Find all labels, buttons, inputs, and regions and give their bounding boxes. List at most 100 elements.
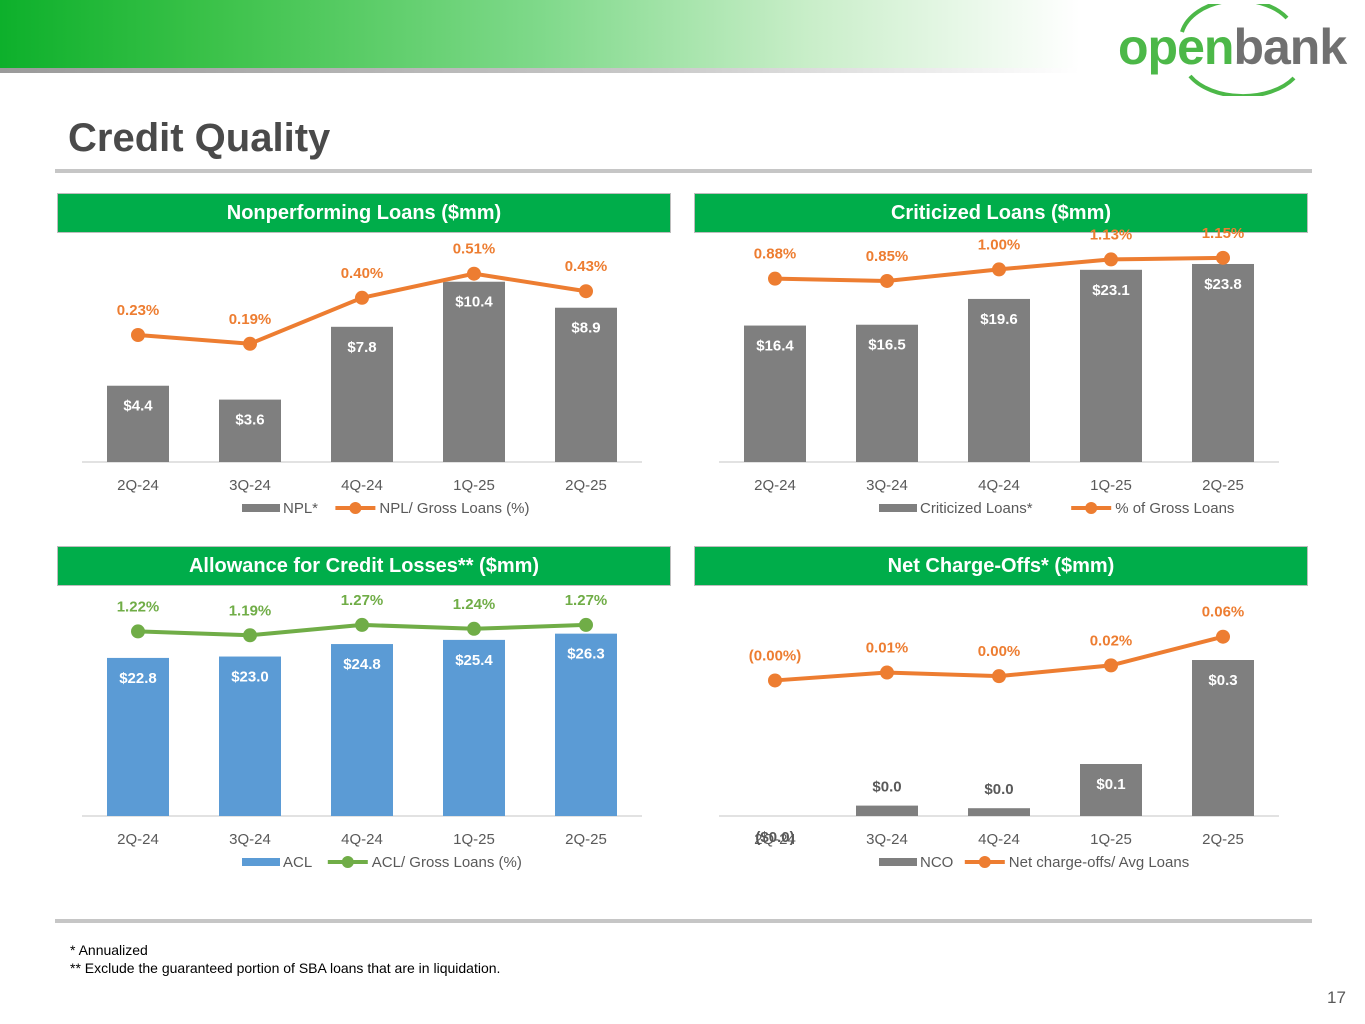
footnote-sba: ** Exclude the guaranteed portion of SBA… [70, 960, 501, 976]
bar-1Q-25 [1080, 269, 1142, 462]
bar-2Q-25 [1192, 263, 1254, 462]
nco-chart-header: Net Charge-Offs* ($mm) [694, 546, 1308, 586]
ratio-value-label: 1.13% [1090, 226, 1133, 243]
ratio-point-4Q-24 [992, 669, 1006, 684]
ratio-point-1Q-25 [1104, 658, 1118, 673]
ratio-value-label: (0.00%) [749, 647, 802, 664]
category-label: 2Q-24 [754, 477, 796, 494]
bar-2Q-25 [1192, 660, 1254, 816]
ratio-point-3Q-24 [243, 628, 257, 643]
ratio-point-2Q-25 [579, 284, 593, 299]
ratio-point-1Q-25 [467, 621, 481, 636]
legend-line-label: Net charge-offs/ Avg Loans [1009, 854, 1189, 871]
ratio-point-2Q-25 [1216, 250, 1230, 265]
bar-4Q-24 [331, 644, 393, 816]
legend-line-marker [341, 856, 354, 868]
category-label: 2Q-25 [565, 477, 607, 494]
category-label: 3Q-24 [866, 477, 908, 494]
bar-value-label: $23.8 [1204, 276, 1242, 293]
legend-bar-swatch [242, 858, 280, 866]
logo-bank-text: bank [1233, 19, 1347, 75]
criticized-chart-header: Criticized Loans ($mm) [694, 193, 1308, 233]
category-label: 1Q-25 [1090, 831, 1132, 848]
ratio-point-2Q-24 [131, 624, 145, 639]
category-label: 1Q-25 [453, 831, 495, 848]
header-gradient-band [0, 0, 1080, 68]
ratio-value-label: 0.00% [978, 643, 1021, 660]
legend-bar-swatch [242, 504, 280, 512]
ratio-value-label: 1.22% [117, 598, 160, 615]
ratio-value-label: 0.40% [341, 265, 384, 282]
bar-3Q-24 [856, 805, 918, 816]
ratio-value-label: 0.88% [754, 246, 797, 263]
criticized-chart: $16.4 $16.5 $19.6 $23.1 $23.8 0.88% 0.85% 1.00%… [719, 225, 1279, 517]
footer-divider [55, 919, 1312, 923]
ratio-value-label: 1.24% [453, 596, 496, 613]
bar-value-label: ($0.0) [755, 829, 794, 846]
ratio-point-2Q-25 [579, 617, 593, 632]
ratio-value-label: 1.19% [229, 602, 272, 619]
category-label: 2Q-25 [1202, 831, 1244, 848]
bar-2Q-24 [744, 325, 806, 462]
bar-value-label: $0.0 [872, 779, 901, 796]
ratio-value-label: 1.00% [978, 236, 1021, 253]
ratio-value-label: 1.27% [341, 592, 384, 609]
bar-value-label: $22.8 [119, 670, 157, 687]
category-label: 4Q-24 [341, 477, 383, 494]
bar-value-label: $16.5 [868, 337, 906, 354]
ratio-value-label: 1.27% [565, 592, 608, 609]
category-label: 2Q-24 [754, 831, 796, 848]
ratio-point-2Q-25 [1216, 629, 1230, 644]
bar-value-label: $10.4 [455, 294, 493, 311]
bar-value-label: $7.8 [347, 339, 376, 356]
category-label: 3Q-24 [229, 831, 271, 848]
legend-line-marker [978, 856, 991, 868]
legend-bar-swatch [879, 858, 917, 866]
bar-value-label: $19.6 [980, 311, 1018, 328]
legend-line-label: % of Gross Loans [1115, 500, 1234, 517]
bar-4Q-24 [968, 808, 1030, 816]
ratio-value-label: 0.23% [117, 302, 160, 319]
bar-1Q-25 [443, 281, 505, 462]
bar-4Q-24 [968, 298, 1030, 462]
bar-2Q-24 [107, 657, 169, 816]
ratio-value-label: 1.15% [1202, 225, 1245, 242]
category-label: 3Q-24 [866, 831, 908, 848]
acl-chart-header: Allowance for Credit Losses** ($mm) [57, 546, 671, 586]
ratio-point-4Q-24 [355, 617, 369, 632]
ratio-point-2Q-24 [768, 271, 782, 286]
bar-value-label: $16.4 [756, 338, 794, 355]
category-label: 3Q-24 [229, 477, 271, 494]
ratio-value-label: 0.19% [229, 311, 272, 328]
ratio-point-3Q-24 [880, 665, 894, 680]
ratio-point-1Q-25 [1104, 252, 1118, 267]
bar-3Q-24 [219, 399, 281, 462]
bar-2Q-25 [555, 633, 617, 816]
npl-chart-header: Nonperforming Loans ($mm) [57, 193, 671, 233]
legend-bar-label: NCO [920, 854, 953, 871]
npl-chart: $4.4 $3.6 $7.8 $10.4 $8.9 0.23% 0.19% 0.40% 0.51… [82, 241, 642, 517]
bar-value-label: $24.8 [343, 656, 381, 673]
ratio-point-4Q-24 [992, 262, 1006, 277]
ratio-point-3Q-24 [243, 336, 257, 351]
footnote-annualized: * Annualized [70, 942, 148, 958]
legend-bar-label: Criticized Loans* [920, 500, 1033, 517]
category-label: 2Q-25 [565, 831, 607, 848]
bar-3Q-24 [219, 656, 281, 816]
page-number: 17 [1327, 988, 1346, 1007]
bar-value-label: $8.9 [571, 320, 600, 337]
nco-chart: ($0.0) $0.0 $0.0 $0.1 $0.3 (0.00%) 0.01% 0.00% 0… [719, 604, 1279, 871]
bar-4Q-24 [331, 326, 393, 462]
bar-3Q-24 [856, 324, 918, 462]
ratio-point-3Q-24 [880, 273, 894, 288]
ratio-point-2Q-24 [131, 328, 145, 343]
category-label: 2Q-25 [1202, 477, 1244, 494]
bar-value-label: $3.6 [235, 412, 264, 429]
legend-line-marker [1085, 502, 1098, 514]
ratio-value-label: 0.43% [565, 258, 608, 275]
page-title: Credit Quality [68, 116, 331, 160]
legend-bar-swatch [879, 504, 917, 512]
legend-bar-label: ACL [283, 854, 312, 871]
bar-2Q-25 [555, 307, 617, 462]
openbank-logo: openbank [1112, 4, 1362, 96]
